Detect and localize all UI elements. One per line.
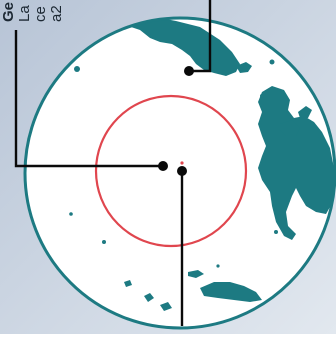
- island-small-2: [269, 59, 275, 65]
- location-marker-center: [177, 166, 187, 176]
- range-center-dot: [180, 161, 184, 165]
- leader-line-left: [14, 30, 163, 168]
- leader-line-top: [190, 0, 212, 73]
- island-small-1: [74, 66, 80, 72]
- island-small-3: [274, 230, 278, 234]
- location-marker-left: [158, 161, 168, 171]
- globe-outline: [23, 16, 336, 330]
- landmass-top-peninsula: [236, 62, 252, 73]
- island-small-7: [260, 94, 264, 98]
- island-bottom-a: [188, 270, 204, 278]
- island-right-a: [280, 120, 300, 136]
- island-bottom-d: [124, 280, 132, 287]
- island-bottom-b: [144, 293, 154, 302]
- island-right-b: [298, 106, 312, 118]
- island-small-5: [102, 240, 106, 244]
- island-small-4: [69, 212, 73, 216]
- island-bottom-c: [160, 302, 172, 311]
- range-circle: [94, 94, 248, 248]
- landmass-right: [258, 86, 334, 240]
- landmass-bottom-right: [200, 282, 262, 302]
- island-small-6: [216, 264, 220, 268]
- location-marker-top: [184, 66, 194, 76]
